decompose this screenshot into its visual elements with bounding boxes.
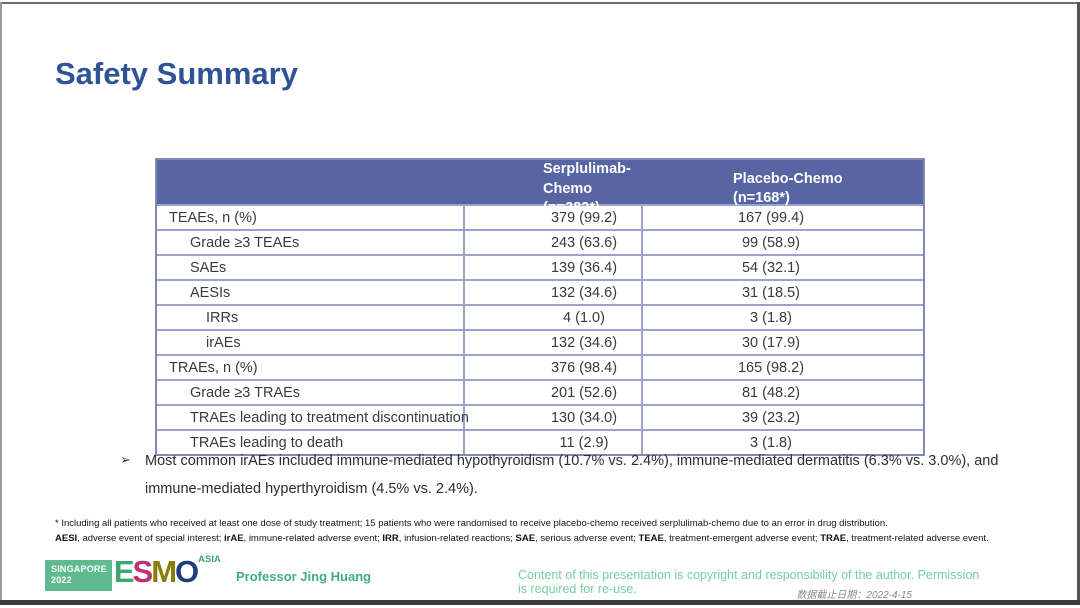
abbreviation-term: TEAE — [638, 533, 664, 545]
abbreviation-term: AESI — [55, 533, 78, 545]
placebo-value: 167 (99.4) — [737, 209, 805, 226]
serplulimab-value: 139 (36.4) — [465, 256, 643, 279]
abbreviation-term: irAE — [224, 533, 244, 545]
data-cutoff-date: 数据截止日期：2022-4-15 — [796, 590, 912, 601]
abbreviation-term: SAE — [515, 533, 536, 545]
table-row: TRAEs, n (%) 376 (98.4) 165 (98.2) — [157, 354, 923, 379]
table-row: Grade ≥3 TRAEs 201 (52.6) 81 (48.2) — [157, 379, 923, 404]
row-label: SAEs — [157, 256, 465, 279]
bullet-arrow-icon: ➢ — [120, 452, 131, 467]
copyright-notice: Content of this presentation is copyrigh… — [518, 568, 980, 596]
abbreviation-definition: , adverse event of special interest; — [77, 533, 224, 545]
table-header-row: Serplulimab-Chemo (n=382*) Placebo-Chemo… — [157, 160, 923, 216]
logo-singapore-2022-badge: SINGAPORE 2022 — [45, 560, 112, 591]
serplulimab-value: 132 (34.6) — [465, 281, 643, 304]
row-label: TRAEs, n (%) — [157, 356, 465, 379]
logo-badge-line2: 2022 — [51, 575, 72, 586]
row-label: irAEs — [157, 331, 465, 354]
row-label: IRRs — [157, 306, 465, 329]
logo-badge-line1: SINGAPORE — [51, 564, 107, 574]
serplulimab-value: 243 (63.6) — [465, 231, 643, 254]
footnote-asterisk: * Including all patients who received at… — [55, 518, 888, 529]
logo-asia-label: ASIA — [198, 554, 221, 565]
header-serplulimab-line2: (n=382*) — [543, 200, 600, 217]
slide-border-right — [1077, 2, 1080, 600]
row-label: Grade ≥3 TRAEs — [157, 381, 465, 404]
slide-border-bottom — [0, 600, 1080, 605]
row-label: TRAEs leading to treatment discontinuati… — [157, 406, 469, 429]
abbreviation-term: TRAE — [820, 533, 847, 545]
placebo-value: 3 (1.8) — [750, 434, 792, 451]
serplulimab-value: 379 (99.2) — [465, 206, 643, 229]
header-cell-placebo: Placebo-Chemo (n=168*) — [643, 160, 923, 219]
key-finding-bullet: ➢ Most common irAEs included immune-medi… — [120, 447, 1010, 504]
placebo-value: 99 (58.9) — [741, 234, 801, 251]
esmo-asia-logo: SINGAPORE 2022 ESMO ASIA — [45, 554, 221, 591]
serplulimab-value: 130 (34.0) — [465, 406, 643, 429]
placebo-value: 165 (98.2) — [737, 359, 805, 376]
placebo-value: 3 (1.8) — [750, 309, 792, 326]
header-placebo-line2: (n=168*) — [733, 190, 790, 207]
row-label: AESIs — [157, 281, 465, 304]
serplulimab-value: 201 (52.6) — [465, 381, 643, 404]
esmo-letter: E — [113, 554, 135, 589]
table-body: TEAEs, n (%) 379 (99.2) 167 (99.4) Grade ≥3… — [157, 204, 923, 454]
row-label: TEAEs, n (%) — [157, 206, 465, 229]
table-row: irAEs 132 (34.6) 30 (17.9) — [157, 329, 923, 354]
abbreviation-definition: , treatment-emergent adverse event; — [663, 533, 821, 545]
table-row: IRRs 4 (1.0) 3 (1.8) — [157, 304, 923, 329]
safety-summary-table: Serplulimab-Chemo (n=382*) Placebo-Chemo… — [155, 158, 925, 456]
serplulimab-value: 376 (98.4) — [465, 356, 643, 379]
esmo-logo-letters: ESMO — [113, 554, 199, 589]
page-title: Safety Summary — [55, 56, 298, 91]
placebo-value: 30 (17.9) — [741, 334, 801, 351]
table-row: TRAEs leading to death 11 (2.9) 3 (1.8) — [157, 429, 923, 454]
abbreviation-definition: , immune-related adverse event; — [243, 533, 383, 545]
header-serplulimab-line1: Serplulimab-Chemo — [543, 161, 631, 197]
header-cell-serplulimab: Serplulimab-Chemo (n=382*) — [465, 160, 643, 219]
placebo-value: 31 (18.5) — [741, 284, 801, 301]
table-row: SAEs 139 (36.4) 54 (32.1) — [157, 254, 923, 279]
table-row: TRAEs leading to treatment discontinuati… — [157, 404, 923, 429]
slide-border-left — [0, 2, 2, 600]
esmo-letter: M — [151, 554, 177, 589]
serplulimab-value: 132 (34.6) — [465, 331, 643, 354]
slide-border-top — [0, 2, 1080, 4]
abbreviation-definition: , infusion-related reactions; — [398, 533, 516, 545]
abbreviation-definition: , serious adverse event; — [535, 533, 639, 545]
serplulimab-value: 11 (2.9) — [465, 431, 643, 454]
placebo-value: 81 (48.2) — [741, 384, 801, 401]
bullet-text: Most common irAEs included immune-mediat… — [145, 453, 999, 498]
abbreviation-definition: , treatment-related adverse event. — [846, 533, 989, 545]
abbreviation-term: IRR — [382, 533, 399, 545]
presenter-name: Professor Jing Huang — [236, 569, 372, 584]
placebo-value: 39 (23.2) — [741, 409, 801, 426]
table-row: TEAEs, n (%) 379 (99.2) 167 (99.4) — [157, 204, 923, 229]
footnote-abbreviations: AESI, adverse event of special interest;… — [55, 531, 1067, 546]
header-placebo-line1: Placebo-Chemo — [733, 170, 843, 187]
row-label: Grade ≥3 TEAEs — [157, 231, 465, 254]
esmo-letter: O — [175, 554, 199, 589]
footnotes: * Including all patients who received at… — [55, 516, 1067, 546]
placebo-value: 54 (32.1) — [741, 259, 801, 276]
esmo-letter: S — [132, 554, 154, 589]
table-row: Grade ≥3 TEAEs 243 (63.6) 99 (58.9) — [157, 229, 923, 254]
table-row: AESIs 132 (34.6) 31 (18.5) — [157, 279, 923, 304]
row-label: TRAEs leading to death — [157, 431, 465, 454]
serplulimab-value: 4 (1.0) — [465, 306, 643, 329]
